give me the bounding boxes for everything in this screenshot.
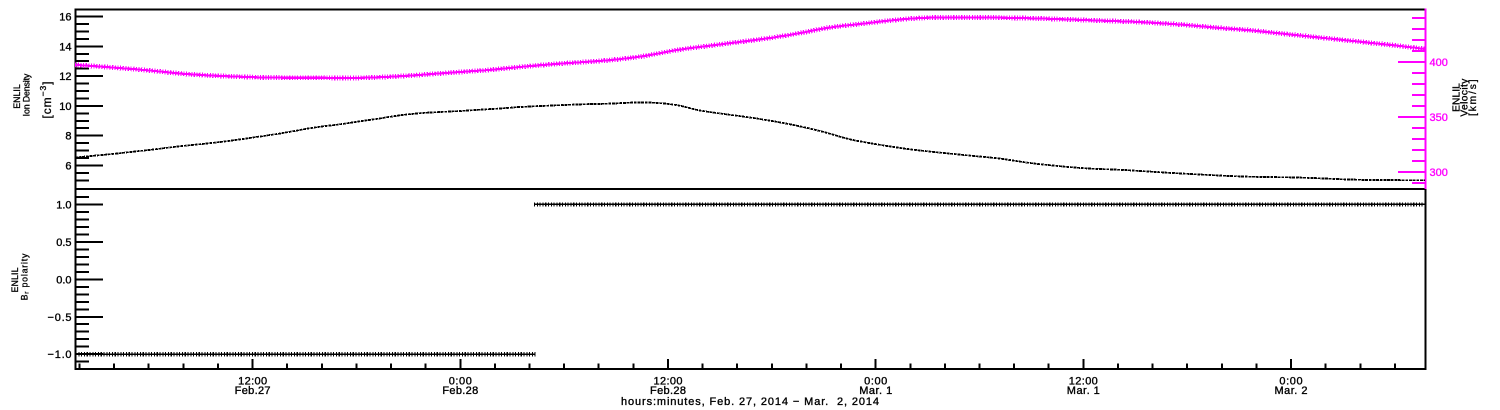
svg-text:Feb.28: Feb.28 [442,385,478,397]
svg-text:0.5: 0.5 [56,237,71,249]
svg-text:Velocity: Velocity [1459,78,1470,117]
svg-text:0:00: 0:00 [449,376,472,388]
svg-text:0:00: 0:00 [864,376,887,388]
svg-text:12:00: 12:00 [1069,376,1098,388]
svg-text:400: 400 [1430,57,1448,69]
svg-text:16: 16 [59,12,71,24]
svg-text:Br polarity: Br polarity [20,253,31,300]
svg-text:−1.0: −1.0 [48,349,72,361]
svg-text:−0.5: −0.5 [48,312,72,324]
svg-text:0:00: 0:00 [1279,376,1302,388]
svg-text:0.0: 0.0 [56,274,71,286]
svg-text:300: 300 [1430,167,1448,179]
svg-text:Mar. 1: Mar. 1 [1067,385,1100,397]
svg-text:Ion Density: Ion Density [22,73,32,116]
svg-text:14: 14 [59,41,71,53]
svg-text:Mar. 2: Mar. 2 [1275,385,1308,397]
svg-text:ENLIL: ENLIL [12,84,22,109]
svg-text:6: 6 [65,161,71,173]
svg-text:Feb.28: Feb.28 [650,385,686,397]
svg-text:1.0: 1.0 [56,199,71,211]
svg-text:[km/s]: [km/s] [1468,79,1479,116]
svg-text:ENLIL: ENLIL [1451,83,1462,112]
svg-text:hours:minutes, Feb. 27, 2014 −: hours:minutes, Feb. 27, 2014 − Mar. 2, 2… [621,396,879,408]
svg-text:ENLIL: ENLIL [10,267,20,292]
svg-text:8: 8 [65,131,71,143]
svg-text:12:00: 12:00 [654,376,683,388]
svg-text:Mar. 1: Mar. 1 [859,385,892,397]
svg-text:12: 12 [59,71,71,83]
svg-text:12:00: 12:00 [238,376,267,388]
svg-text:350: 350 [1430,112,1448,124]
svg-text:10: 10 [59,101,71,113]
svg-text:Feb.27: Feb.27 [235,385,271,397]
